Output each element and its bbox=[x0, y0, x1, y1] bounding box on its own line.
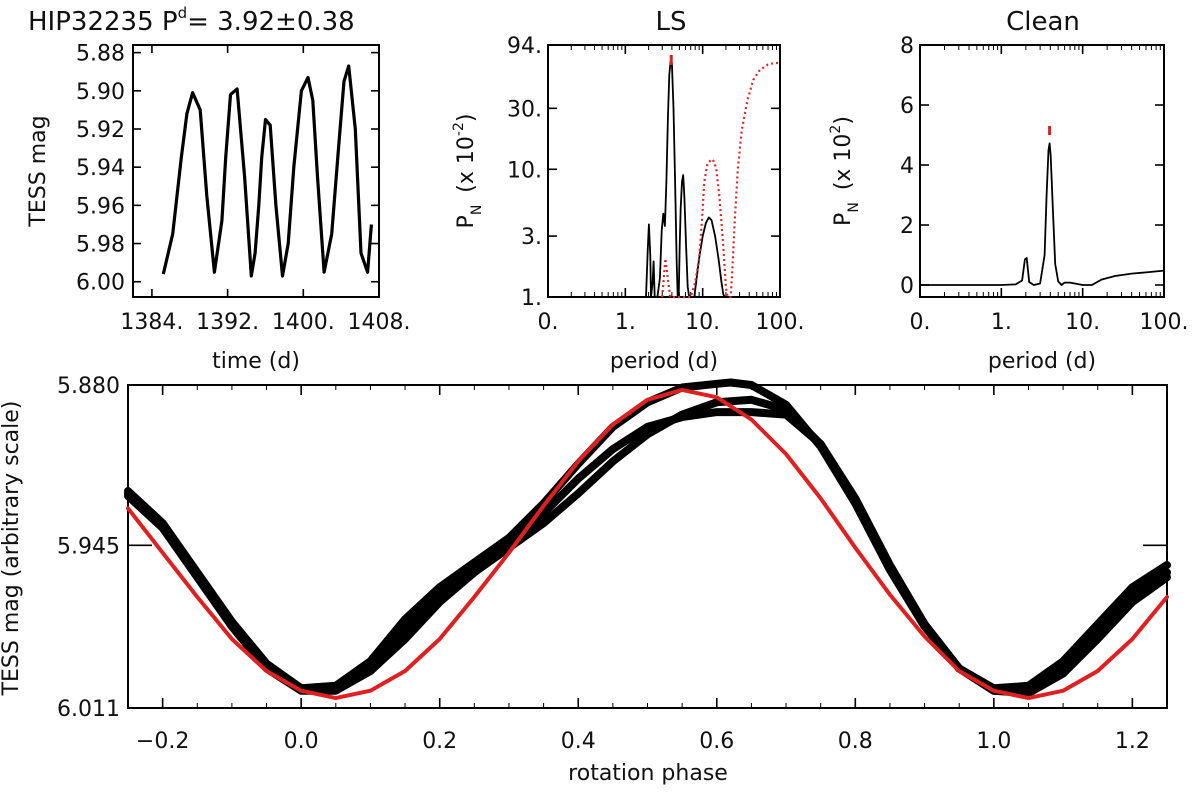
panel-clean-periodogram: Clean 0. 1. 10. 100. 0 2 4 6 8 period (d) PN(x 1… bbox=[828, 7, 1188, 374]
panel-ls-periodogram: LS 0. 1. 10. 100.1.3.10.30.94. period (d) P… bbox=[451, 7, 804, 374]
x-axis-label: period (d) bbox=[610, 349, 718, 374]
x-tick-label: 1384. bbox=[120, 310, 183, 335]
plot-frame bbox=[132, 44, 380, 298]
x-tick-label: 10. bbox=[685, 310, 720, 335]
window-function-line bbox=[661, 61, 780, 299]
panel-light-curve: HIP32235 Pd= 3.92±0.38 1384. 1392. 1400. 14… bbox=[26, 4, 410, 374]
y-tick-label: 8 bbox=[900, 34, 914, 59]
y-tick-label: 6.011 bbox=[57, 697, 120, 722]
x-tick-label: 0.4 bbox=[561, 729, 596, 754]
x-tick-label: 1392. bbox=[196, 310, 259, 335]
x-axis-label: period (d) bbox=[988, 349, 1096, 374]
panel-title: HIP32235 Pd= 3.92±0.38 bbox=[28, 4, 355, 37]
y-tick-label: 5.94 bbox=[76, 156, 125, 181]
y-tick-label: 3. bbox=[521, 225, 542, 250]
y-tick-label: 5.96 bbox=[76, 194, 125, 219]
plot-frame bbox=[547, 44, 781, 298]
panel-title: Clean bbox=[1006, 7, 1080, 37]
phased-data-band bbox=[124, 395, 1171, 698]
y-tick-label: 5.945 bbox=[57, 534, 120, 559]
y-tick-label: 94. bbox=[507, 34, 542, 59]
y-tick-label: 1. bbox=[521, 286, 542, 311]
light-curve-line bbox=[161, 64, 373, 278]
y-tick-label: 2 bbox=[900, 214, 914, 239]
y-tick-label: 6 bbox=[900, 94, 914, 119]
y-tick-label: 10. bbox=[507, 158, 542, 183]
y-axis-label: TESS mag (arbitrary scale) bbox=[0, 401, 24, 697]
panel-title: LS bbox=[656, 7, 687, 37]
x-tick-label: 0.6 bbox=[699, 729, 734, 754]
x-tick-label: 0.8 bbox=[838, 729, 873, 754]
x-tick-label: 0.2 bbox=[422, 729, 457, 754]
plot-frame bbox=[919, 44, 1165, 298]
fit-curve bbox=[126, 387, 1169, 701]
x-tick-label: −0.2 bbox=[136, 729, 189, 754]
x-tick-label: 1400. bbox=[272, 310, 335, 335]
x-tick-label: 1.2 bbox=[1115, 729, 1150, 754]
phased-data-band bbox=[124, 408, 1171, 695]
clean-power-line bbox=[920, 142, 1165, 286]
x-tick-label: 100. bbox=[756, 310, 805, 335]
y-tick-label: 5.880 bbox=[57, 374, 120, 399]
y-tick-label: 6.00 bbox=[76, 271, 125, 296]
x-tick-label: 1408. bbox=[348, 310, 411, 335]
x-tick-label: 0. bbox=[538, 310, 559, 335]
x-tick-label: 0. bbox=[910, 310, 931, 335]
y-axis-label: PN(x 10-2) bbox=[451, 114, 485, 229]
y-tick-label: 5.92 bbox=[76, 118, 125, 143]
y-axis-label: TESS mag bbox=[26, 115, 51, 227]
y-tick-label: 5.88 bbox=[76, 42, 125, 67]
ls-power-line bbox=[645, 58, 726, 298]
x-tick-label: 1.0 bbox=[976, 729, 1011, 754]
x-tick-label: 1. bbox=[991, 310, 1012, 335]
x-tick-label: 100. bbox=[1140, 310, 1189, 335]
y-tick-label: 30. bbox=[507, 97, 542, 122]
y-tick-label: 5.98 bbox=[76, 233, 125, 258]
y-tick-label: 0 bbox=[900, 274, 914, 299]
x-axis-label: rotation phase bbox=[568, 761, 728, 786]
x-axis-label: time (d) bbox=[212, 349, 300, 374]
y-axis-label: PN(x 102) bbox=[828, 116, 862, 226]
y-tick-label: 5.90 bbox=[76, 80, 125, 105]
x-tick-label: 10. bbox=[1065, 310, 1100, 335]
panel-phased-light-curve: −0.2 0.0 0.2 0.4 0.6 0.8 1.0 1.2 5.880 5.945 6.011… bbox=[0, 374, 1171, 786]
x-tick-label: 0.0 bbox=[284, 729, 319, 754]
x-tick-label: 1. bbox=[615, 310, 636, 335]
y-tick-label: 4 bbox=[900, 154, 914, 179]
